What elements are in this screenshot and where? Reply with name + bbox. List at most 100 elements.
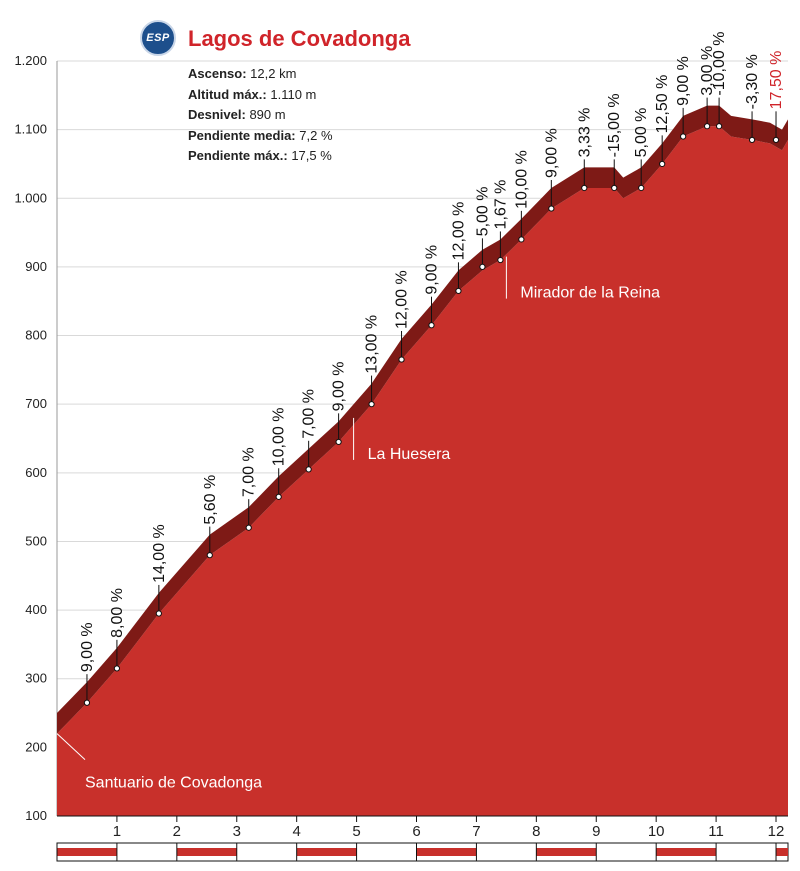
gradient-label: 3,00 % [699, 46, 716, 96]
x-tick-label: 5 [352, 823, 360, 840]
profile-fill [57, 126, 788, 817]
gradient-point [659, 160, 666, 168]
scale-bar-segment [536, 848, 597, 856]
landmark-label: Mirador de la Reina [520, 285, 660, 302]
gradient-point [638, 184, 645, 192]
landmark-leader-line [56, 733, 86, 761]
gradient-label: 9,00 % [543, 128, 560, 178]
gradient-point [83, 699, 91, 706]
x-tick-label: 2 [173, 823, 181, 840]
scale-bar-segment [356, 848, 417, 856]
stat-max-altitude: Altitud máx.: 1.110 m [188, 86, 317, 102]
gradient-point [581, 184, 588, 192]
x-tick-label: 6 [412, 823, 420, 840]
y-tick-label: 100 [25, 808, 47, 823]
y-tick-label: 800 [25, 328, 47, 343]
y-tick-label: 1.000 [14, 190, 47, 205]
gradient-label: 9,00 % [423, 245, 440, 295]
x-tick-label: 12 [768, 823, 785, 840]
gradient-label: 14,00 % [151, 524, 168, 583]
gradient-point [715, 123, 723, 130]
gradient-point [305, 466, 312, 473]
landmark-labels: Santuario de Covadonga La Huesera Mirador … [56, 256, 660, 792]
gradient-label: 3,33 % [576, 108, 593, 158]
x-tick-label: 3 [233, 823, 241, 840]
y-tick-label: 300 [25, 671, 47, 686]
y-tick-label: 600 [25, 465, 47, 480]
y-tick-label: 700 [25, 396, 47, 411]
gradient-label: 5,60 % [202, 475, 219, 525]
gradient-label: 10,00 % [271, 408, 288, 467]
gradient-point [548, 205, 555, 212]
gradient-label: 8,00 % [109, 588, 126, 638]
gradient-markers: 9,00 % 8,00 % 14,00 % 5,60 % 7,00 % 10,00 % 7,… [79, 32, 785, 706]
scale-bar-segment [656, 848, 717, 856]
stat-average-gradient: Pendiente media: 7,2 % [188, 127, 333, 143]
logo-text: ESP [146, 32, 170, 44]
stat-elevation-gain: Desnivel: 890 m [188, 107, 286, 122]
x-tick-label: 10 [648, 823, 665, 840]
y-tick-label: 200 [25, 739, 47, 754]
gradient-point [428, 322, 435, 329]
gradient-point [368, 401, 375, 408]
y-tick-label: 400 [25, 602, 47, 617]
gradient-point [398, 356, 405, 363]
landmark-label: Santuario de Covadonga [85, 775, 262, 792]
x-tick-label: 7 [472, 823, 480, 840]
y-tick-label: 900 [25, 259, 47, 274]
gradient-point [245, 524, 252, 531]
gradient-point [497, 256, 504, 264]
gradient-point [275, 493, 282, 500]
gradient-point [113, 665, 121, 672]
landmark-label: La Huesera [368, 446, 451, 463]
gradient-label: 9,00 % [331, 362, 348, 412]
gradient-label: 17,50 % [768, 51, 785, 110]
gradient-point [455, 287, 462, 295]
gradient-label: 9,00 % [79, 622, 96, 672]
gradient-label: -10,00 % [711, 32, 728, 96]
gradient-point [748, 136, 756, 144]
gradient-label: -15,00 % [606, 93, 623, 157]
scale-bar-segment [57, 848, 117, 856]
climb-title: Lagos de Covadonga [188, 26, 411, 51]
gradient-label: 5,00 % [633, 108, 650, 158]
gradient-label: 7,00 % [301, 389, 318, 439]
gradient-point [611, 184, 618, 192]
scale-bar-segment [416, 848, 477, 856]
gradient-label: 12,00 % [394, 270, 411, 329]
x-tick-label: 1 [113, 823, 121, 840]
scale-bar-segment [716, 848, 777, 856]
gradient-point [680, 133, 687, 140]
distance-scale-bar [56, 842, 789, 862]
stat-max-gradient: Pendiente máx.: 17,5 % [188, 148, 332, 163]
scale-bar-segment [296, 848, 357, 856]
gradient-label: 1,67 % [492, 180, 509, 230]
y-tick-label: 500 [25, 533, 47, 548]
gradient-point [479, 263, 486, 271]
gradient-point [206, 552, 213, 559]
gradient-label: 7,00 % [241, 447, 258, 497]
scale-bar-segment [176, 848, 237, 856]
climb-stats: Ascenso: 12,2 km Altitud máx.: 1.110 m D… [188, 64, 333, 167]
x-axis: 1 2 3 4 5 6 7 8 9 10 11 12 [57, 815, 788, 840]
scale-bar-segment [116, 848, 177, 856]
scale-bar-segment [596, 848, 657, 856]
y-tick-label: 1.200 [14, 53, 47, 68]
gradient-label: 9,00 % [675, 56, 692, 106]
y-tick-label: 1.100 [14, 122, 47, 137]
esp-logo: ESP [140, 20, 176, 56]
x-tick-label: 9 [592, 823, 600, 840]
gradient-label: 13,00 % [364, 315, 381, 374]
scale-bar-segment [236, 848, 297, 856]
gradient-point [155, 610, 162, 617]
x-tick-label: 11 [708, 823, 724, 840]
x-tick-label: 4 [293, 823, 301, 840]
gradient-point [772, 136, 780, 144]
gradient-label: 5,00 % [474, 187, 491, 237]
gradient-label: 12,50 % [654, 75, 671, 134]
x-tick-label: 8 [532, 823, 540, 840]
gradient-point [704, 123, 711, 130]
stat-ascent: Ascenso: 12,2 km [188, 66, 297, 81]
gradient-label: -3,30 % [744, 54, 761, 109]
